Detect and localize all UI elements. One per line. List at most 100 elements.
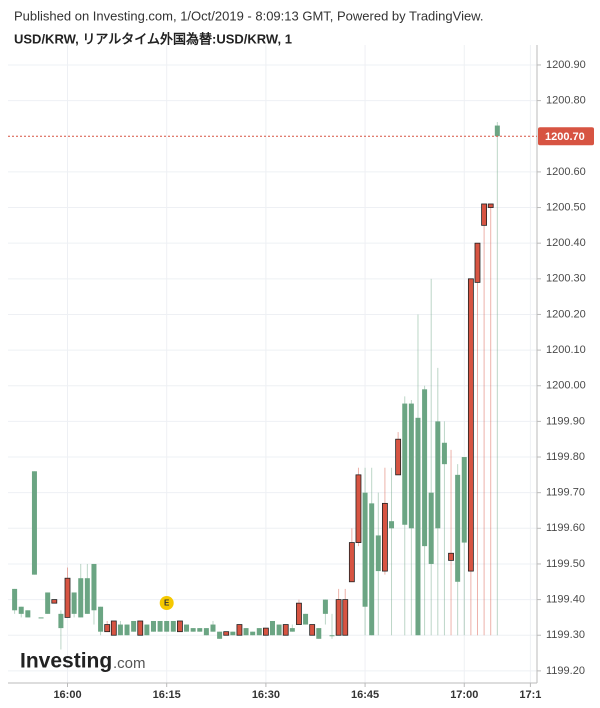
candle-body	[144, 624, 150, 636]
watermark-domain: .com	[113, 655, 146, 672]
y-tick-label: 1199.70	[546, 487, 585, 499]
candle-body	[78, 578, 84, 618]
candle-body	[487, 203, 494, 208]
candle-body	[64, 577, 71, 618]
candle-body	[71, 592, 77, 614]
event-marker-label: E	[164, 599, 170, 608]
grid	[8, 45, 537, 683]
candle-body	[98, 606, 104, 632]
y-tick-label: 1199.90	[546, 415, 585, 427]
x-tick-label: 16:15	[153, 689, 181, 701]
y-tick-label: 1200.80	[546, 95, 586, 107]
candle-body	[375, 535, 381, 572]
candle-body	[362, 492, 368, 607]
candle-body	[250, 631, 256, 636]
y-tick-label: 1199.50	[546, 558, 585, 570]
candle-body	[289, 628, 295, 632]
candle-body	[303, 613, 309, 625]
candle-body	[18, 606, 24, 614]
candle-body	[329, 635, 335, 637]
watermark-logo: Investing	[20, 650, 112, 673]
candle-body	[256, 628, 262, 636]
y-tick-label: 1199.60	[546, 522, 585, 534]
y-tick-label: 1199.30	[546, 629, 585, 641]
y-tick-label: 1200.50	[546, 201, 586, 213]
candle-body	[217, 631, 223, 639]
event-marker	[159, 596, 174, 610]
candle-body	[435, 421, 441, 529]
candle-body	[124, 624, 130, 636]
candle-body	[243, 628, 249, 636]
candle-body	[104, 624, 111, 633]
y-tick-label: 1200.00	[546, 380, 586, 392]
candle-body	[184, 624, 190, 632]
candle-body	[51, 599, 58, 604]
candle-body	[131, 620, 137, 632]
candle-body	[150, 620, 156, 632]
y-tick-label: 1199.40	[546, 594, 585, 606]
candle-body	[355, 474, 362, 543]
y-tick-label: 1200.30	[546, 273, 586, 285]
y-tick-label: 1200.90	[546, 59, 586, 71]
candle-body	[230, 631, 236, 636]
candle-body	[467, 278, 474, 572]
candle-body	[481, 203, 488, 226]
candle-body	[91, 563, 97, 611]
y-tick-label: 1200.60	[546, 166, 586, 178]
y-tick-label: 1200.20	[546, 308, 586, 320]
candle-body	[210, 624, 216, 632]
candle-body	[117, 624, 123, 636]
candle-body	[296, 602, 302, 625]
candle-body	[58, 613, 64, 629]
candle-body	[474, 242, 481, 283]
plot	[12, 121, 500, 650]
candle-body	[25, 610, 31, 618]
x-tick-label: 16:45	[351, 689, 379, 701]
candle-body	[236, 624, 243, 636]
candle-body	[395, 438, 402, 476]
candle-body	[316, 628, 322, 639]
x-tick-label: 16:30	[252, 689, 280, 701]
candle-body	[382, 502, 388, 572]
candle-body	[31, 471, 37, 575]
candle-body	[322, 599, 328, 614]
candle-body	[455, 474, 461, 582]
candle-body	[348, 542, 355, 583]
x-tick-label: 17:00	[450, 689, 478, 701]
candle-body	[389, 521, 395, 529]
candle-body	[428, 492, 434, 564]
candle-body	[270, 620, 275, 636]
candle-body	[461, 457, 467, 543]
candle-body	[137, 620, 144, 636]
candle-body	[408, 403, 414, 529]
candle-body	[223, 631, 230, 636]
candle-body	[415, 417, 421, 636]
last-price-box	[538, 127, 594, 146]
y-tick-label: 1200.40	[546, 237, 586, 249]
candle-body	[38, 617, 44, 619]
candle-body	[45, 592, 51, 614]
candle-body	[369, 503, 375, 636]
candle-body	[402, 403, 408, 525]
candle-body	[282, 624, 289, 636]
candle-body	[422, 389, 428, 547]
candle-body	[110, 620, 117, 636]
candle-body	[84, 578, 90, 614]
candle-body	[441, 442, 447, 465]
x-tick-label: 17:1	[519, 689, 541, 701]
candle-body	[448, 552, 454, 561]
candle-body	[309, 624, 316, 636]
chart-title: USD/KRW, リアルタイム外国為替:USD/KRW, 1	[14, 31, 292, 46]
candle-body	[342, 599, 349, 636]
candle-body	[276, 624, 282, 636]
candle-body	[494, 125, 500, 137]
candle-body	[262, 627, 269, 636]
candle-body	[12, 588, 18, 611]
candle-body	[335, 599, 342, 636]
candle-body	[157, 620, 163, 632]
x-tick-label: 16:00	[53, 689, 81, 701]
last-price-label: 1200.70	[545, 131, 585, 143]
candle-body	[164, 620, 170, 632]
candle-body	[190, 628, 196, 632]
